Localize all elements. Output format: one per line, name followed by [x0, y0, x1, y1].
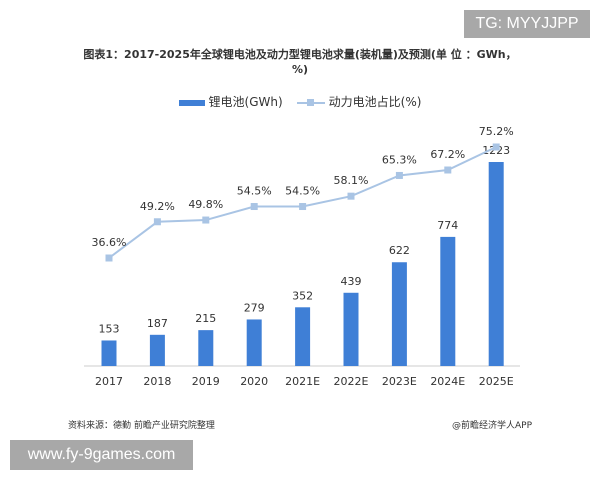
x-tick-label: 2019	[192, 375, 220, 388]
line-value-label: 54.5%	[285, 185, 320, 198]
line-value-label: 54.5%	[237, 185, 272, 198]
bar-value-label: 187	[147, 317, 168, 330]
line-point	[492, 143, 500, 151]
line-point	[250, 203, 258, 211]
brand-note: @前瞻经济学人APP	[452, 421, 533, 431]
x-tick-label: 2023E	[382, 375, 417, 388]
x-tick-label: 2024E	[430, 375, 465, 388]
bar	[101, 340, 117, 366]
x-tick-label: 2018	[143, 375, 171, 388]
line-point	[395, 171, 403, 179]
bar-value-label: 622	[389, 244, 410, 257]
line-value-label: 65.3%	[382, 153, 417, 166]
bar-value-label: 439	[341, 275, 362, 288]
legend-line: 动力电池占比(%)	[296, 93, 422, 110]
x-tick-label: 2017	[95, 375, 123, 388]
x-tick-label: 2020	[240, 375, 268, 388]
line-point	[105, 254, 113, 262]
line-value-label: 67.2%	[430, 148, 465, 161]
bar-value-label: 215	[195, 312, 216, 325]
x-tick-label: 2025E	[479, 375, 514, 388]
source-note: 资料来源：德勤 前瞻产业研究院整理	[68, 421, 215, 431]
line-point	[202, 216, 210, 224]
legend-line-label: 动力电池占比(%)	[328, 95, 422, 109]
line-point	[444, 166, 452, 174]
line-value-label: 36.6%	[92, 236, 127, 249]
bar	[295, 307, 311, 366]
legend-bar-label: 锂电池(GWh)	[208, 95, 283, 109]
legend-bar: 锂电池(GWh)	[178, 93, 283, 110]
bar-value-label: 153	[99, 322, 120, 335]
bar	[149, 334, 165, 366]
line-value-label: 75.2%	[479, 125, 514, 138]
bar	[246, 319, 262, 366]
bar	[488, 162, 504, 366]
line-value-label: 49.2%	[140, 200, 175, 213]
line-point	[153, 218, 161, 226]
legend-bar-swatch	[178, 99, 205, 106]
line-point	[299, 203, 307, 211]
bar	[440, 236, 456, 366]
legend: 锂电池(GWh) 动力电池占比(%)	[0, 93, 600, 110]
bar	[391, 262, 407, 366]
tg-watermark: TG: MYYJJPP	[464, 10, 590, 38]
line-point	[347, 192, 355, 200]
site-watermark: www.fy-9games.com	[10, 440, 193, 470]
bar-value-label: 352	[292, 289, 313, 302]
legend-line-swatch	[296, 98, 325, 106]
x-tick-label: 2022E	[334, 375, 369, 388]
bar-value-label: 774	[437, 219, 458, 232]
bar-value-label: 1223	[482, 144, 510, 157]
line-value-label: 58.1%	[334, 174, 369, 187]
x-tick-label: 2021E	[285, 375, 320, 388]
chart-title: 图表1：2017-2025年全球锂电池及动力型锂电池求量(装机量)及预测(单 位…	[83, 48, 517, 76]
line-value-label: 49.8%	[188, 198, 223, 211]
bar	[198, 330, 214, 366]
bar-value-label: 279	[244, 301, 265, 314]
bar	[343, 292, 359, 366]
